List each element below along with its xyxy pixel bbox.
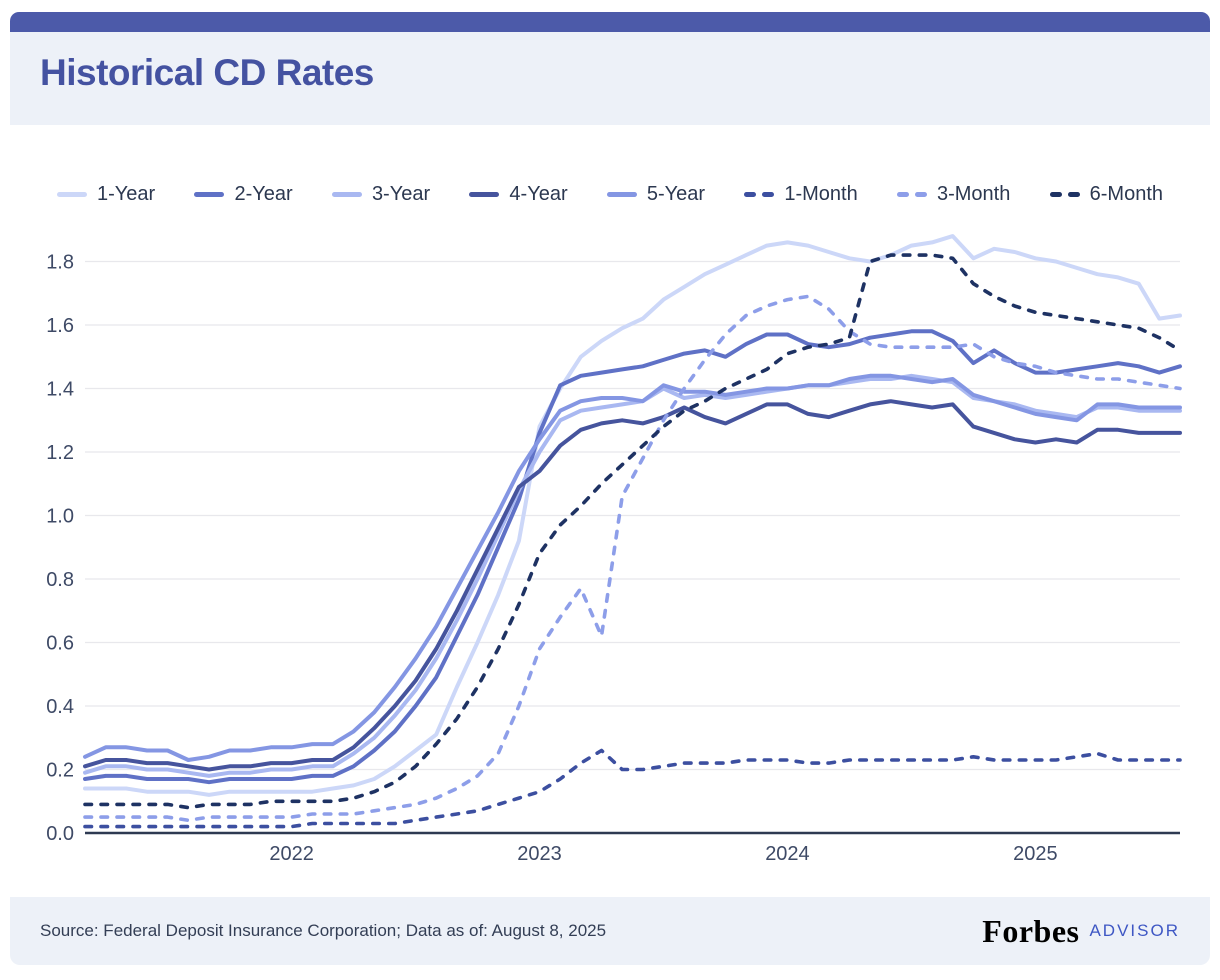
legend-item-6-month[interactable]: 6-Month [1049,182,1163,206]
series-line-5-year [83,373,1182,762]
series-line-3-year [83,373,1182,778]
series-line-2-year [83,329,1182,785]
legend-swatch-2-year [194,191,225,197]
chart-legend: 1-Year 2-Year 3-Year 4-Year 5-Year 1-Month 3-M… [57,181,1163,207]
legend-swatch-3-year [331,191,362,197]
legend-item-4-year[interactable]: 4-Year [469,182,568,206]
y-axis-tick-label: 0.8 [46,569,74,591]
legend-swatch-3-month [896,191,927,197]
forbes-wordmark: Forbes [982,912,1080,949]
legend-item-1-month[interactable]: 1-Month [744,182,858,206]
legend-swatch-5-year [606,191,637,197]
legend-item-3-month[interactable]: 3-Month [896,182,1011,206]
x-axis-tick-label: 2023 [517,843,562,865]
legend-item-2-year[interactable]: 2-Year [194,182,293,206]
x-axis-tick-label: 2022 [269,843,314,865]
legend-label: 3-Month [936,182,1011,205]
y-axis-tick-label: 0.2 [46,760,74,782]
legend-swatch-4-year [469,191,500,197]
legend-label: 1-Month [784,182,858,205]
series-line-3-month [83,294,1182,823]
y-axis-tick-label: 1.2 [46,442,74,464]
y-axis-tick-label: 0.4 [46,696,74,718]
forbes-advisor-logo: Forbes ADVISOR [982,913,1180,950]
y-axis-tick-label: 1.6 [46,315,74,337]
series-line-4-year [83,399,1182,772]
page-title: Historical CD Rates [40,52,374,93]
y-axis-tick-label: 0.0 [46,823,74,845]
y-axis-tick-label: 0.6 [46,633,74,655]
y-axis-tick-label: 1.0 [46,506,74,528]
legend-label: 4-Year [509,182,568,205]
accent-bar [10,12,1210,32]
legend-swatch-6-month [1049,191,1080,197]
x-axis-tick-label: 2024 [765,843,810,865]
y-axis-tick-label: 1.4 [46,379,74,401]
legend-item-1-year[interactable]: 1-Year [57,183,155,206]
legend-label: 1-Year [97,182,156,205]
legend-swatch-1-year [57,191,87,197]
legend-item-3-year[interactable]: 3-Year [331,182,431,206]
advisor-wordmark: ADVISOR [1089,921,1180,940]
legend-item-5-year[interactable]: 5-Year [606,182,706,206]
source-note: Source: Federal Deposit Insurance Corpor… [40,921,607,940]
legend-swatch-1-month [744,191,775,197]
series-line-1-month [83,748,1182,829]
series-line-6-month [83,253,1182,810]
x-axis-tick-label: 2025 [1013,843,1058,865]
legend-label: 6-Month [1089,182,1163,205]
header-band: Historical CD Rates [10,32,1210,125]
legend-label: 5-Year [646,182,706,205]
legend-label: 2-Year [234,182,293,205]
y-axis-tick-label: 1.8 [46,252,74,274]
series-line-1-year [83,234,1182,797]
cd-rates-line-chart: 0.0 0.2 0.4 0.6 0.8 1.0 1.2 1.4 1.6 1.8 2022 2023 20… [46,234,1182,865]
legend-label: 3-Year [371,182,431,205]
footer-band: Source: Federal Deposit Insurance Corpor… [10,897,1210,965]
